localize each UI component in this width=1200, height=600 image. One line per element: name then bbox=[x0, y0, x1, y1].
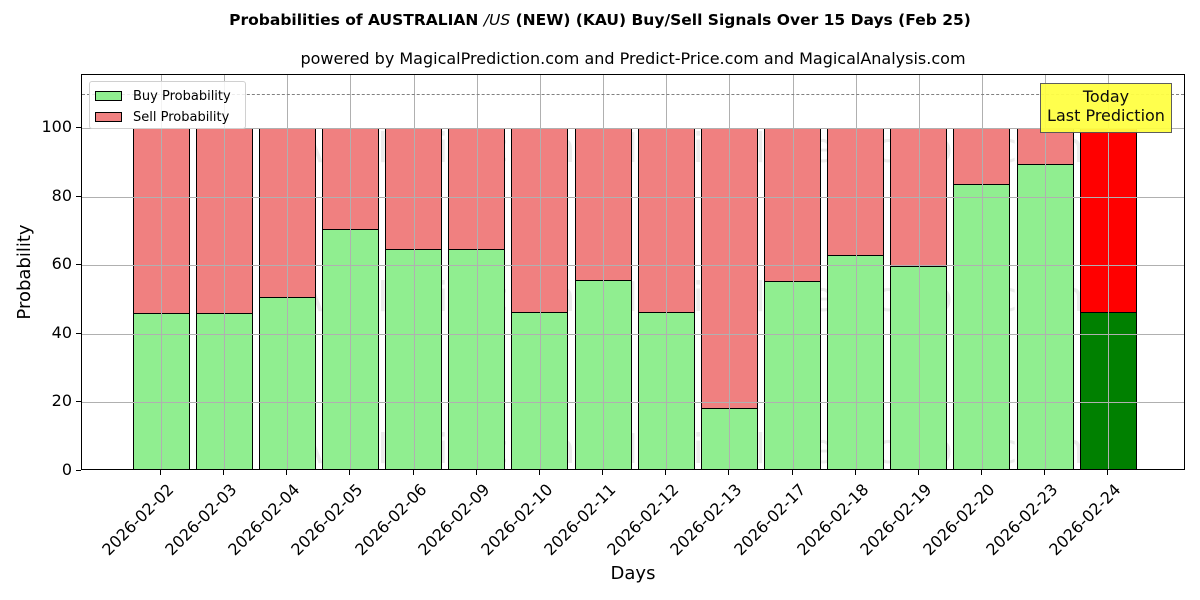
reference-line bbox=[82, 93, 1184, 95]
plot-area: MagicalAnalysis.comMagicalPrediction.com… bbox=[81, 74, 1185, 470]
x-tick-mark bbox=[728, 470, 730, 475]
gridline-vertical bbox=[729, 75, 731, 469]
gridline-vertical bbox=[666, 75, 668, 469]
gridline-vertical bbox=[603, 75, 605, 469]
y-tick-mark bbox=[76, 127, 81, 128]
gridline-vertical bbox=[539, 75, 541, 469]
legend: Buy Probability Sell Probability bbox=[89, 81, 246, 129]
x-tick-mark bbox=[475, 470, 477, 475]
x-tick-mark bbox=[286, 470, 288, 475]
legend-swatch-sell bbox=[95, 112, 122, 122]
title-part: (NEW) (KAU) Buy/Sell Signals Over 15 Day… bbox=[510, 11, 971, 29]
x-tick-mark bbox=[1107, 470, 1109, 475]
chart-subtitle: powered by MagicalPrediction.com and Pre… bbox=[300, 49, 966, 68]
legend-item-buy: Buy Probability bbox=[95, 88, 231, 104]
legend-swatch-buy bbox=[95, 91, 122, 101]
gridline-horizontal bbox=[82, 196, 1184, 198]
gridline-horizontal bbox=[82, 128, 1184, 129]
x-axis-label: Days bbox=[610, 563, 656, 584]
y-tick-label: 40 bbox=[51, 322, 72, 342]
x-tick-mark bbox=[349, 470, 351, 475]
today-annotation: Today Last Prediction bbox=[1040, 83, 1172, 133]
y-tick-label: 0 bbox=[61, 460, 72, 479]
gridline-vertical bbox=[287, 75, 289, 469]
y-tick-label: 100 bbox=[41, 117, 72, 136]
gridline-horizontal bbox=[82, 333, 1184, 335]
y-tick-mark bbox=[76, 264, 81, 266]
x-tick-mark bbox=[854, 470, 856, 475]
x-tick-mark bbox=[160, 470, 161, 475]
x-tick-mark bbox=[538, 470, 540, 475]
y-tick-mark bbox=[76, 195, 81, 197]
y-tick-mark bbox=[76, 332, 81, 334]
title-part: Probabilities of AUSTRALIAN bbox=[229, 11, 484, 29]
gridline-vertical bbox=[855, 75, 857, 469]
x-tick-mark bbox=[665, 470, 667, 475]
x-tick-mark bbox=[412, 470, 414, 475]
legend-label-buy: Buy Probability bbox=[133, 88, 231, 104]
y-tick-label: 60 bbox=[51, 254, 72, 274]
gridline-horizontal bbox=[82, 402, 1184, 404]
gridline-vertical bbox=[413, 75, 415, 469]
title-part-italic: /US bbox=[483, 11, 511, 29]
y-tick-label: 20 bbox=[51, 391, 72, 411]
y-tick-label: 80 bbox=[51, 185, 72, 205]
gridline-vertical bbox=[918, 75, 920, 469]
x-tick-mark bbox=[791, 470, 793, 475]
x-tick-mark bbox=[917, 470, 919, 475]
gridline-vertical bbox=[1108, 75, 1110, 469]
gridline-vertical bbox=[161, 75, 162, 469]
gridline-vertical bbox=[1045, 75, 1047, 469]
x-tick-mark bbox=[1044, 470, 1046, 475]
gridline-vertical bbox=[350, 75, 352, 469]
gridline-vertical bbox=[981, 75, 983, 469]
chart-title: Probabilities of AUSTRALIAN /US (NEW) (K… bbox=[0, 11, 1200, 29]
gridline-vertical bbox=[224, 75, 226, 469]
gridline-vertical bbox=[476, 75, 478, 469]
annotation-line-2: Last Prediction bbox=[1047, 106, 1165, 125]
legend-label-sell: Sell Probability bbox=[133, 109, 230, 125]
x-tick-mark bbox=[980, 470, 982, 475]
gridline-horizontal bbox=[82, 265, 1184, 267]
annotation-line-1: Today bbox=[1082, 87, 1130, 106]
y-tick-mark bbox=[76, 401, 81, 403]
legend-item-sell: Sell Probability bbox=[95, 109, 229, 125]
gridline-vertical bbox=[792, 75, 794, 469]
y-tick-mark bbox=[76, 470, 81, 471]
x-tick-mark bbox=[602, 470, 604, 475]
x-tick-mark bbox=[223, 470, 225, 475]
